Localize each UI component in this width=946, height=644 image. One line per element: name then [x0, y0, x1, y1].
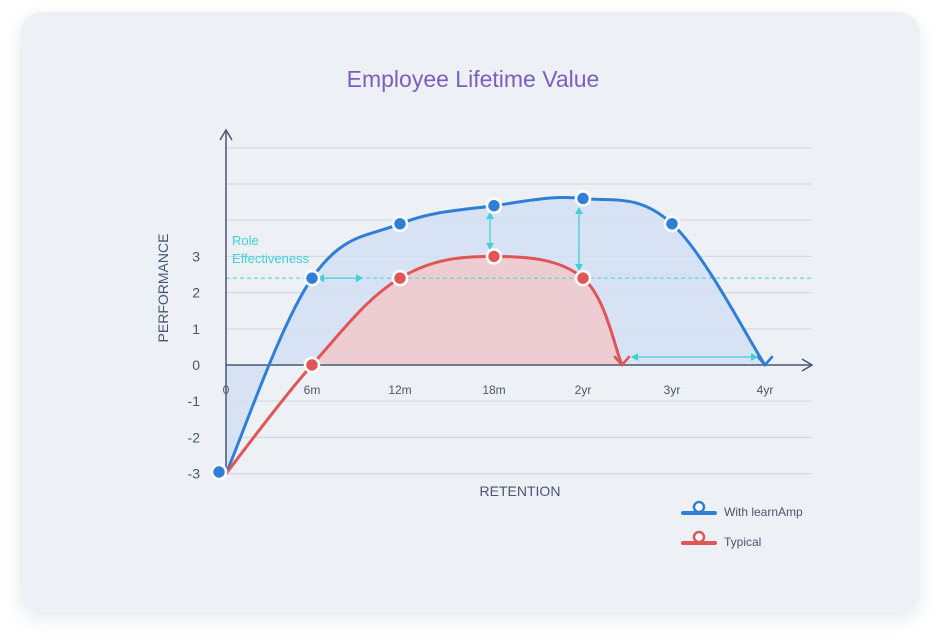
- y-tick-label: -3: [188, 466, 201, 482]
- x-axis-arrow-icon: [801, 358, 814, 372]
- typical-end-arrow-icon: [613, 355, 631, 367]
- x-axis-title: RETENTION: [480, 483, 561, 499]
- y-tick-label: 2: [192, 285, 200, 301]
- chart-title: Employee Lifetime Value: [346, 66, 600, 92]
- series-markers: [210, 190, 681, 481]
- y-tick-label: -2: [188, 429, 201, 445]
- typical-point: [485, 248, 503, 265]
- gap-arrows: [317, 207, 758, 361]
- x-tick-label: 0: [223, 383, 230, 397]
- axes: [219, 128, 814, 475]
- x-tick-label: 6m: [304, 383, 321, 397]
- y-tick-label: -1: [188, 393, 201, 409]
- with-learnamp-point: [485, 197, 503, 215]
- with-learnamp-point: [210, 463, 228, 481]
- role-effectiveness-line: Role Effectiveness: [226, 233, 812, 279]
- y-tick-label: 1: [192, 321, 200, 337]
- with-learnamp-point: [663, 215, 681, 233]
- with-learnamp-point: [391, 215, 409, 233]
- legend-marker-icon: [692, 500, 706, 514]
- legend-label: Typical: [724, 535, 761, 549]
- y-axis-arrow-icon: [219, 128, 233, 141]
- x-tick-label: 2yr: [575, 383, 592, 397]
- y-tick-label: 0: [192, 357, 200, 373]
- typical-point: [574, 269, 592, 287]
- x-tick-label: 3yr: [664, 383, 681, 397]
- y-axis-title: PERFORMANCE: [155, 234, 171, 343]
- role-effectiveness-label: Effectiveness: [232, 251, 310, 266]
- legend: With learnAmp Typical: [681, 500, 803, 549]
- with-learnamp-point: [574, 190, 592, 207]
- x-tick-label: 4yr: [757, 383, 774, 397]
- typical-point: [391, 269, 409, 287]
- with-learnamp-end-arrow-icon: [756, 355, 774, 367]
- legend-label: With learnAmp: [724, 505, 803, 519]
- role-effectiveness-label: Role: [232, 233, 259, 248]
- y-tick-label: 3: [192, 248, 200, 264]
- with-learnamp-point: [303, 269, 321, 287]
- x-tick-label: 12m: [388, 383, 411, 397]
- axis-labels: 0 6m 12m 18m 2yr 3yr 4yr 3 2 1 0 -1 -2 -3 RETENTION PER…: [155, 234, 773, 499]
- x-tick-label: 18m: [482, 383, 505, 397]
- typical-point: [303, 356, 321, 374]
- legend-marker-icon: [692, 530, 706, 544]
